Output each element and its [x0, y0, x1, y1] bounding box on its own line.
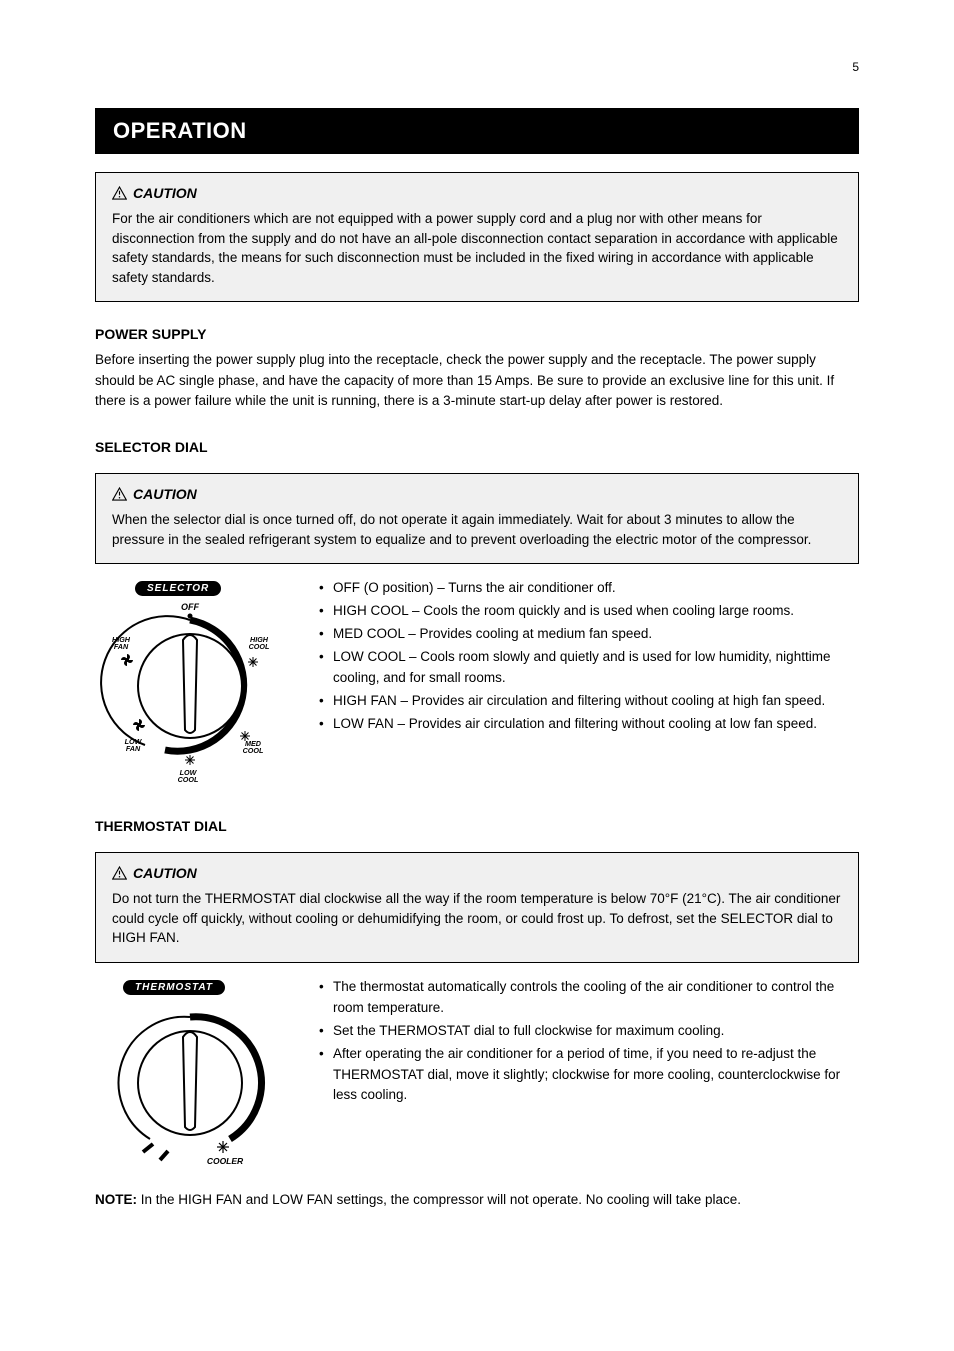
warning-icon — [112, 866, 127, 880]
thermostat-bullets: The thermostat automatically controls th… — [319, 977, 859, 1107]
selector-pill: SELECTOR — [135, 581, 221, 596]
list-item: HIGH FAN – Provides air circulation and … — [319, 691, 859, 712]
selector-bullets: OFF (O position) – Turns the air conditi… — [319, 578, 859, 734]
caution-body: For the air conditioners which are not e… — [112, 209, 842, 287]
svg-text:LOWCOOL: LOWCOOL — [178, 768, 199, 784]
list-item: LOW FAN – Provides air circulation and f… — [319, 714, 859, 735]
caution-title: CAUTION — [133, 185, 197, 201]
list-item: OFF (O position) – Turns the air conditi… — [319, 578, 859, 599]
selector-dial[interactable]: OFF HIGHFAN LOWFAN LOWCOOL MEDCOOL HIGHC… — [95, 600, 285, 790]
thermostat-dial[interactable]: COOLER — [95, 999, 285, 1174]
page-number: 5 — [852, 60, 859, 74]
caution-body: Do not turn the THERMOSTAT dial clockwis… — [112, 889, 842, 948]
list-item: MED COOL – Provides cooling at medium fa… — [319, 624, 859, 645]
page-title-bar: OPERATION — [95, 108, 859, 154]
power-supply-body: Before inserting the power supply plug i… — [95, 350, 859, 411]
caution-box-thermostat: CAUTION Do not turn the THERMOSTAT dial … — [95, 852, 859, 963]
svg-text:LOWFAN: LOWFAN — [125, 737, 143, 753]
selector-head: SELECTOR DIAL — [95, 439, 859, 455]
caution-title: CAUTION — [133, 865, 197, 881]
caution-box-selector: CAUTION When the selector dial is once t… — [95, 473, 859, 564]
list-item: HIGH COOL – Cools the room quickly and i… — [319, 601, 859, 622]
warning-icon — [112, 487, 127, 501]
list-item: LOW COOL – Cools room slowly and quietly… — [319, 647, 859, 689]
cooler-label: COOLER — [207, 1156, 244, 1166]
caution-body: When the selector dial is once turned of… — [112, 510, 842, 549]
list-item: The thermostat automatically controls th… — [319, 977, 859, 1019]
note-text: In the HIGH FAN and LOW FAN settings, th… — [141, 1192, 741, 1207]
svg-text:HIGHCOOL: HIGHCOOL — [249, 635, 270, 651]
note-label: NOTE: — [95, 1192, 137, 1207]
caution-box-power: CAUTION For the air conditioners which a… — [95, 172, 859, 302]
list-item: Set the THERMOSTAT dial to full clockwis… — [319, 1021, 859, 1042]
svg-text:MEDCOOL: MEDCOOL — [243, 739, 264, 755]
caution-title: CAUTION — [133, 486, 197, 502]
power-supply-head: POWER SUPPLY — [95, 326, 859, 342]
svg-text:HIGHFAN: HIGHFAN — [112, 635, 131, 651]
thermostat-pill: THERMOSTAT — [123, 980, 225, 995]
lbl-off: OFF — [181, 602, 199, 612]
thermostat-head: THERMOSTAT DIAL — [95, 818, 859, 834]
list-item: After operating the air conditioner for … — [319, 1044, 859, 1107]
note-line: NOTE: In the HIGH FAN and LOW FAN settin… — [95, 1192, 859, 1207]
warning-icon — [112, 186, 127, 200]
